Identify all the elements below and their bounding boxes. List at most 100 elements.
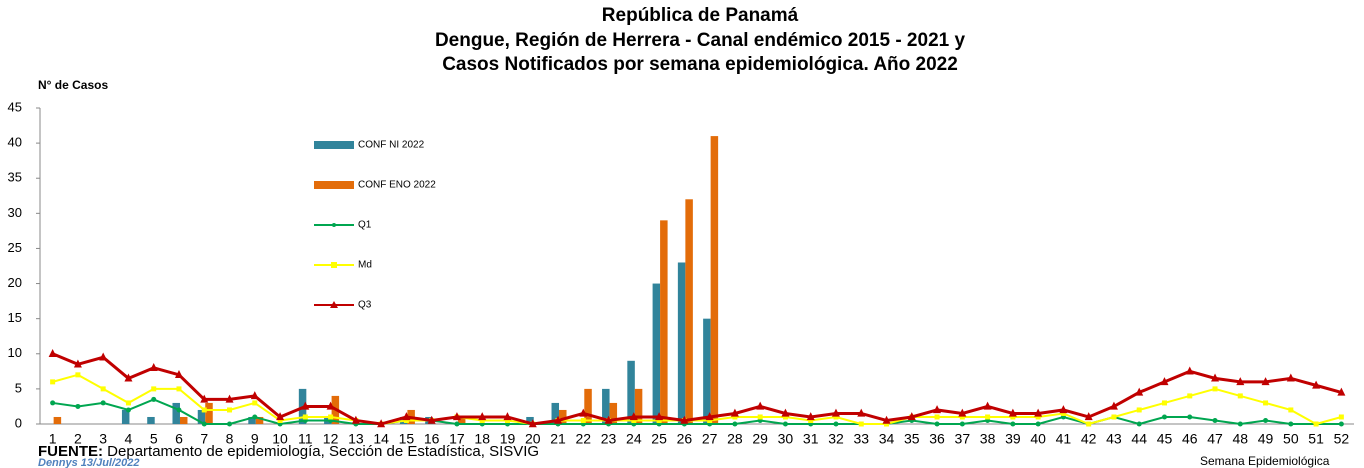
point [1338, 421, 1344, 427]
x-tick-label: 5 [150, 431, 158, 447]
point [705, 412, 714, 421]
point [1288, 407, 1294, 413]
point [176, 407, 182, 413]
point [75, 403, 81, 409]
x-tick-label: 40 [1030, 431, 1046, 447]
point [884, 421, 890, 427]
bar [255, 416, 264, 424]
legend-label: CONF ENO 2022 [358, 180, 436, 191]
legend-label: CONF NI 2022 [358, 140, 425, 151]
bar [197, 409, 206, 424]
point [328, 414, 334, 420]
y-tick-label: 0 [15, 415, 22, 430]
bar [634, 388, 643, 424]
x-tick-label: 37 [955, 431, 971, 447]
point [504, 417, 510, 423]
point [1261, 377, 1270, 386]
point [1187, 414, 1193, 420]
x-tick-label: 49 [1258, 431, 1274, 447]
x-tick-label: 45 [1157, 431, 1173, 447]
point [1010, 414, 1016, 420]
x-tick-label: 38 [980, 431, 996, 447]
y-tick-label: 35 [8, 170, 22, 185]
bar [602, 388, 610, 424]
x-tick-label: 44 [1131, 431, 1147, 447]
point [99, 352, 108, 361]
point [1312, 380, 1321, 389]
y-tick-label: 45 [8, 99, 22, 114]
point [225, 394, 234, 403]
point [301, 401, 310, 410]
point [277, 417, 283, 423]
x-tick-label: 41 [1056, 431, 1072, 447]
x-tick-label: 20 [525, 431, 541, 447]
point [403, 417, 409, 423]
bar [609, 402, 618, 424]
bar [627, 360, 635, 424]
point [125, 400, 131, 406]
bar [457, 416, 466, 424]
bar [121, 409, 130, 424]
y-tick-label: 40 [8, 135, 22, 150]
chart-title: Casos Notificados por semana epidemiológ… [442, 54, 958, 75]
legend-swatch [314, 141, 354, 149]
point [730, 408, 739, 417]
point [732, 421, 738, 427]
point [631, 417, 637, 423]
point [252, 414, 258, 420]
point [1135, 387, 1144, 396]
point [732, 414, 738, 420]
point [125, 407, 131, 413]
legend-label: Q3 [358, 300, 372, 311]
point [1035, 414, 1041, 420]
x-tick-label: 17 [449, 431, 465, 447]
point [554, 415, 563, 424]
x-tick-label: 30 [778, 431, 794, 447]
legend-marker [331, 262, 337, 268]
point [958, 408, 967, 417]
point [1161, 400, 1167, 406]
point [351, 415, 360, 424]
x-tick-label: 35 [904, 431, 920, 447]
x-tick-label: 33 [853, 431, 869, 447]
author: Dennys 13/Jul/2022 [38, 457, 140, 468]
point [985, 414, 991, 420]
point [1059, 405, 1068, 414]
x-tick-label: 48 [1232, 431, 1248, 447]
x-tick-label: 43 [1106, 431, 1122, 447]
point [1060, 410, 1066, 416]
y-tick-label: 30 [8, 205, 22, 220]
point [48, 348, 57, 357]
x-tick-label: 46 [1182, 431, 1198, 447]
point [402, 412, 411, 421]
point [1034, 408, 1043, 417]
point [580, 417, 586, 423]
x-tick-label: 6 [175, 431, 183, 447]
point [252, 400, 258, 406]
legend-marker [330, 301, 338, 308]
legend-marker [332, 223, 336, 227]
point [1236, 377, 1245, 386]
x-tick-label: 29 [752, 431, 768, 447]
x-tick-label: 52 [1334, 431, 1350, 447]
x-tick-label: 23 [601, 431, 617, 447]
point [326, 401, 335, 410]
x-tick-label: 25 [651, 431, 667, 447]
x-tick-label: 42 [1081, 431, 1097, 447]
point [227, 421, 233, 427]
source-text: Departamento de epidemiología, Sección d… [107, 443, 539, 460]
point [1010, 421, 1016, 427]
point [1008, 408, 1017, 417]
point [227, 407, 233, 413]
x-tick-label: 19 [500, 431, 516, 447]
point [503, 412, 512, 421]
point [1086, 421, 1092, 427]
point [50, 400, 56, 406]
point [1187, 393, 1193, 399]
bar [710, 136, 719, 425]
point [75, 372, 81, 378]
x-tick-label: 32 [828, 431, 844, 447]
bar [685, 199, 693, 424]
point [302, 414, 308, 420]
